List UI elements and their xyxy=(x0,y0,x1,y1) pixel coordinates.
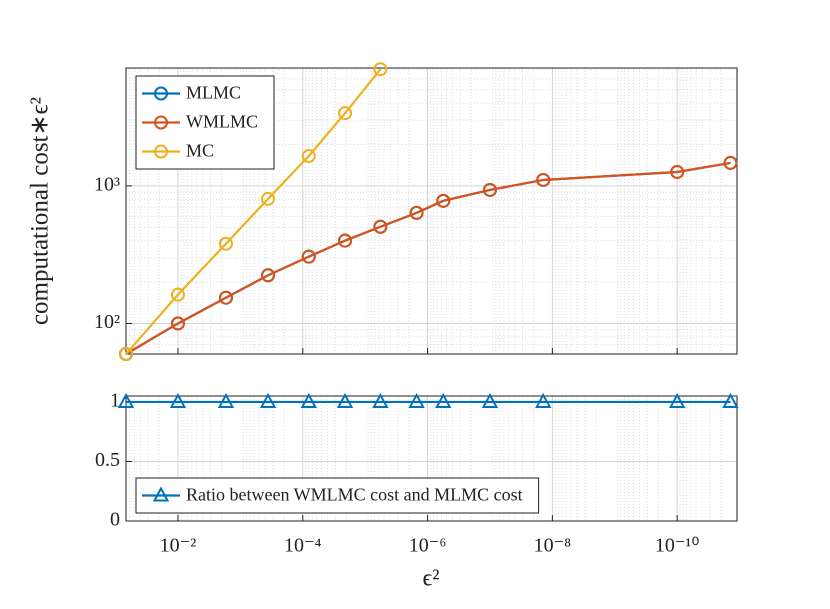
marker xyxy=(301,149,316,164)
y-tick-label: 10³ xyxy=(94,174,120,196)
marker xyxy=(482,182,497,197)
legend-box xyxy=(135,477,540,514)
marker xyxy=(723,155,738,170)
marker xyxy=(217,392,235,408)
marker xyxy=(373,219,388,234)
marker xyxy=(535,392,552,408)
marker xyxy=(722,392,739,408)
legend-marker xyxy=(154,115,168,130)
marker xyxy=(119,347,133,361)
y-tick-label: 0 xyxy=(110,509,120,531)
legend-marker xyxy=(154,144,168,159)
x-axis-label: ϵ² xyxy=(423,566,440,592)
marker xyxy=(408,392,425,408)
marker xyxy=(373,62,388,77)
y-tick-label: 0.5 xyxy=(95,449,120,471)
marker xyxy=(336,392,354,408)
y-tick-label: 1 xyxy=(110,390,120,412)
legend-label: MC xyxy=(186,141,214,161)
marker xyxy=(481,392,499,408)
legend-label: Ratio between WMLMC cost and MLMC cost xyxy=(186,485,523,505)
legend-label: WMLMC xyxy=(186,112,258,132)
axes-box xyxy=(125,67,738,355)
series-line xyxy=(125,68,382,355)
marker xyxy=(218,236,233,251)
marker xyxy=(170,316,185,331)
marker xyxy=(435,392,452,408)
marker xyxy=(218,290,233,305)
series-line xyxy=(125,161,731,355)
marker xyxy=(261,268,276,283)
legend-marker xyxy=(152,486,170,502)
x-tick-label: 10⁻² xyxy=(160,535,197,557)
marker xyxy=(259,392,277,408)
marker xyxy=(117,392,135,408)
x-tick-label: 10⁻¹⁰ xyxy=(655,535,700,557)
marker xyxy=(300,392,317,408)
marker xyxy=(170,287,185,302)
marker xyxy=(669,392,686,408)
marker xyxy=(372,392,389,408)
marker xyxy=(409,205,424,220)
marker xyxy=(301,249,316,264)
marker xyxy=(670,164,685,179)
y-axis-label: computational cost∗ϵ² xyxy=(27,97,54,325)
y-tick-label: 10² xyxy=(94,311,120,333)
legend-marker xyxy=(154,86,168,101)
x-tick-label: 10⁻⁴ xyxy=(284,535,322,557)
axes-box xyxy=(125,395,738,522)
marker xyxy=(536,172,551,187)
marker xyxy=(436,193,451,208)
marker xyxy=(338,106,353,121)
x-tick-label: 10⁻⁸ xyxy=(534,535,572,557)
marker xyxy=(261,191,276,206)
legend-label: MLMC xyxy=(186,83,241,103)
marker xyxy=(338,233,353,248)
marker xyxy=(169,392,187,408)
x-tick-label: 10⁻⁶ xyxy=(409,535,447,557)
